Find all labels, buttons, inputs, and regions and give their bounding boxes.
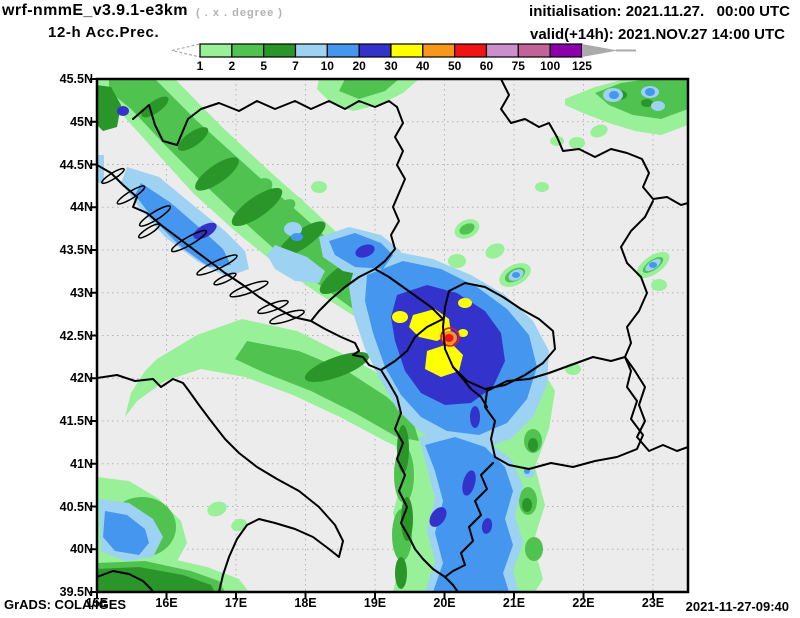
y-axis-label: 45N: [70, 114, 93, 129]
y-axis-label: 43.5N: [59, 243, 93, 257]
coast-italy: [97, 374, 344, 592]
legend-label: 50: [447, 59, 462, 73]
legend-cell: [517, 43, 551, 58]
legend-cell: [485, 43, 519, 58]
y-axis-label: 40N: [70, 542, 93, 557]
legend-colorbar: [171, 43, 636, 58]
legend-label: 2: [228, 59, 236, 73]
x-axis-label: 15E: [85, 596, 109, 610]
model-title: wrf-nmmE_v3.9.1-e3km: [2, 2, 188, 19]
border-drina: [374, 106, 406, 270]
y-axis-label: 44.5N: [59, 157, 93, 172]
legend-cell: [294, 43, 328, 58]
border-danube-spur: [500, 79, 688, 206]
x-axis-label: 16E: [155, 596, 178, 610]
x-axis-label: 21E: [502, 596, 526, 610]
legend-cell: [231, 43, 265, 58]
max-contour-ring: [440, 327, 460, 347]
adriatic-islands: [101, 167, 305, 325]
model-subtitle: ( . x . degree ): [196, 7, 283, 19]
legend-cell: [390, 43, 424, 58]
product-title: 12-h Acc.Prec.: [48, 24, 160, 41]
x-axis-label: 18E: [294, 596, 317, 610]
legend-under-arrow: [171, 43, 201, 58]
coast-calabria: [97, 570, 154, 592]
legend-cell: [199, 43, 233, 58]
legend-label: 1: [196, 59, 204, 73]
legend-over-arrow: [581, 44, 618, 57]
legend-label: 7: [292, 59, 299, 73]
legend-cell: [549, 43, 583, 58]
y-axis-label: 39.5N: [59, 585, 93, 599]
legend-label: 60: [479, 59, 494, 73]
legend-label: 100: [540, 59, 561, 73]
legend-label: 75: [511, 59, 525, 73]
legend-label: 125: [571, 59, 592, 73]
precip-max-core: [440, 327, 460, 347]
border-macedonia: [484, 356, 644, 470]
border-sava-north: [132, 100, 398, 146]
y-axis-label: 42.5N: [59, 328, 93, 343]
legend-cell: [263, 43, 297, 58]
y-axis-label: 43N: [70, 285, 93, 300]
border-kosovo: [442, 282, 556, 390]
legend-cell: [326, 43, 360, 58]
legend-cell: [454, 43, 488, 58]
creation-timestamp: 2021-11-27-09:40: [685, 599, 789, 614]
axis-ticks: [90, 78, 654, 599]
legend-label: 20: [352, 59, 366, 73]
legend-cell: [358, 43, 392, 58]
legend-label: 40: [416, 59, 430, 73]
country-borders: [97, 79, 688, 592]
valid-time: valid(+14h): 2021.NOV.27 14:00 UTC: [530, 26, 785, 43]
x-axis-label: 19E: [363, 596, 387, 610]
legend-label: 5: [260, 59, 267, 73]
coast-croatia-albania: [97, 164, 459, 592]
border-albania-kosovo-mk: [452, 366, 488, 408]
x-axis-label: 22E: [572, 596, 595, 610]
legend-label: 10: [320, 59, 334, 73]
legend-cell: [422, 43, 456, 58]
border-montenegro-albania: [380, 318, 444, 371]
y-axis-label: 41.5N: [59, 414, 93, 428]
map-plot-area: [95, 77, 690, 594]
legend-label: 30: [384, 59, 398, 73]
border-albania-greece: [444, 462, 494, 578]
grads-credit: GrADS: COLA/IGES: [4, 597, 127, 612]
border-montenegro-serbia: [374, 268, 444, 320]
initialisation-time: initialisation: 2021.11.27. 00:00 UTC: [529, 3, 790, 20]
y-axis-label: 44N: [70, 200, 93, 215]
y-axis-label: 42N: [70, 371, 93, 386]
y-axis-label: 45.5N: [59, 72, 93, 86]
x-axis-label: 20E: [433, 596, 456, 610]
x-axis-label: 17E: [224, 596, 248, 610]
x-axis-label: 23E: [641, 596, 665, 610]
y-axis-label: 40.5N: [59, 499, 93, 514]
border-bosnia-montenegro: [310, 268, 376, 322]
border-serbia-bulgaria: [620, 200, 688, 452]
precipitation-shading: [97, 79, 688, 592]
y-axis-label: 41N: [70, 456, 93, 471]
